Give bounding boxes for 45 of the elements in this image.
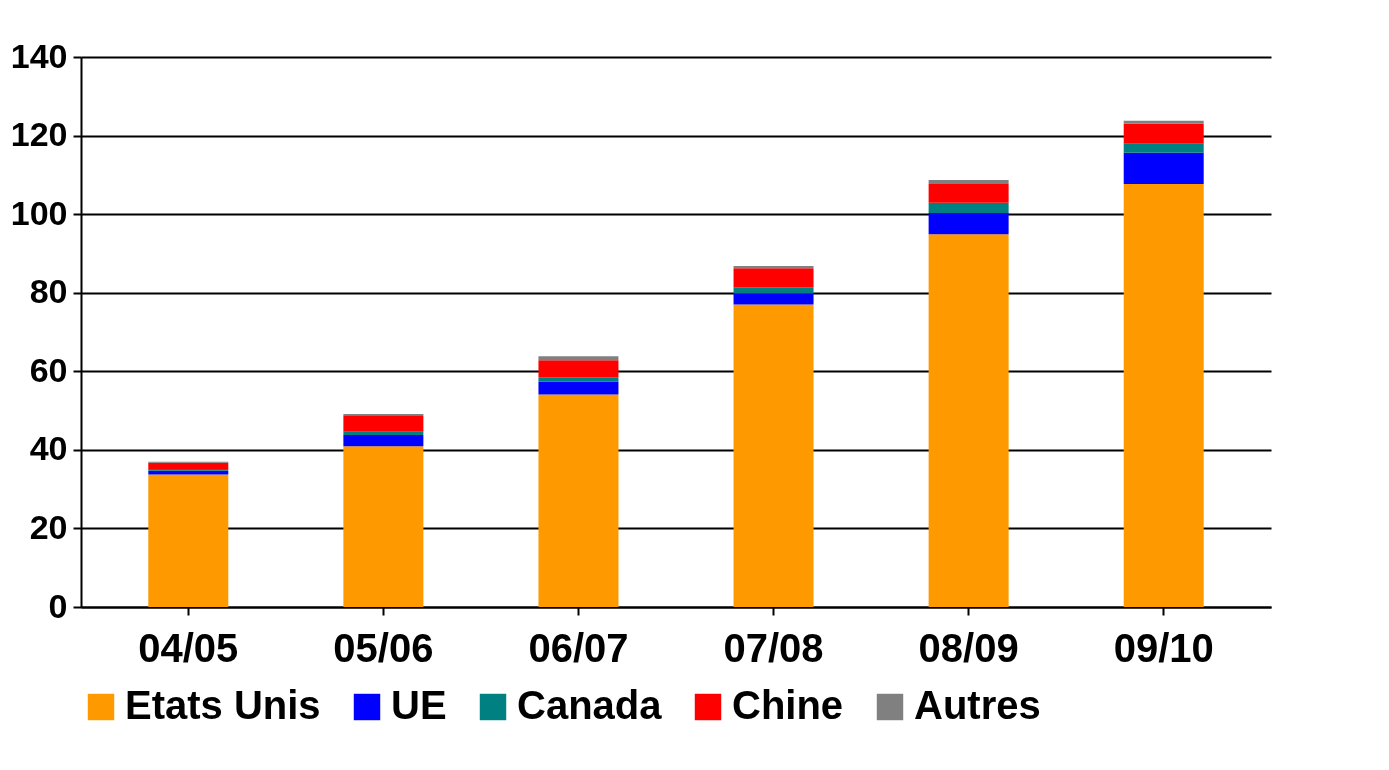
legend-label: Canada bbox=[517, 683, 663, 727]
bar bbox=[538, 360, 619, 378]
bar bbox=[1123, 183, 1204, 607]
y-tick-label: 120 bbox=[10, 115, 68, 154]
bar bbox=[148, 462, 229, 470]
legend-label: Etats Unis bbox=[125, 683, 321, 727]
bar bbox=[1123, 123, 1204, 144]
x-tick-label: 05/06 bbox=[333, 625, 434, 670]
bar bbox=[538, 356, 619, 361]
bar bbox=[343, 446, 424, 607]
bar bbox=[733, 304, 814, 607]
bar bbox=[1123, 143, 1204, 153]
y-tick-label: 0 bbox=[48, 586, 68, 625]
y-tick-label: 100 bbox=[10, 193, 68, 232]
bar bbox=[148, 474, 229, 607]
bar bbox=[928, 179, 1009, 184]
bar bbox=[928, 202, 1009, 213]
legend-label: Autres bbox=[914, 683, 1041, 727]
bar bbox=[343, 434, 424, 447]
bar bbox=[928, 212, 1009, 235]
x-tick-label: 06/07 bbox=[528, 625, 629, 670]
bar bbox=[538, 394, 619, 607]
bar bbox=[928, 183, 1009, 203]
y-tick-label: 80 bbox=[29, 272, 68, 311]
bar bbox=[538, 377, 619, 382]
y-tick-label: 60 bbox=[29, 350, 68, 389]
bar bbox=[1123, 152, 1204, 184]
bar bbox=[1123, 120, 1204, 124]
x-tick-label: 08/09 bbox=[918, 625, 1019, 670]
bar bbox=[733, 287, 814, 294]
bar bbox=[928, 234, 1009, 607]
legend-label: Chine bbox=[732, 683, 844, 727]
bar bbox=[538, 381, 619, 395]
bar bbox=[148, 470, 229, 475]
y-tick-label: 140 bbox=[10, 36, 68, 75]
bar bbox=[343, 415, 424, 432]
x-tick-label: 09/10 bbox=[1113, 625, 1214, 670]
y-tick-label: 40 bbox=[29, 429, 68, 468]
y-tick-label: 20 bbox=[29, 507, 68, 546]
bar bbox=[343, 431, 424, 435]
x-tick-label: 07/08 bbox=[723, 625, 824, 670]
bar bbox=[733, 268, 814, 288]
bar bbox=[733, 293, 814, 305]
x-tick-label: 04/05 bbox=[138, 625, 239, 670]
legend-label: UE bbox=[391, 683, 447, 727]
